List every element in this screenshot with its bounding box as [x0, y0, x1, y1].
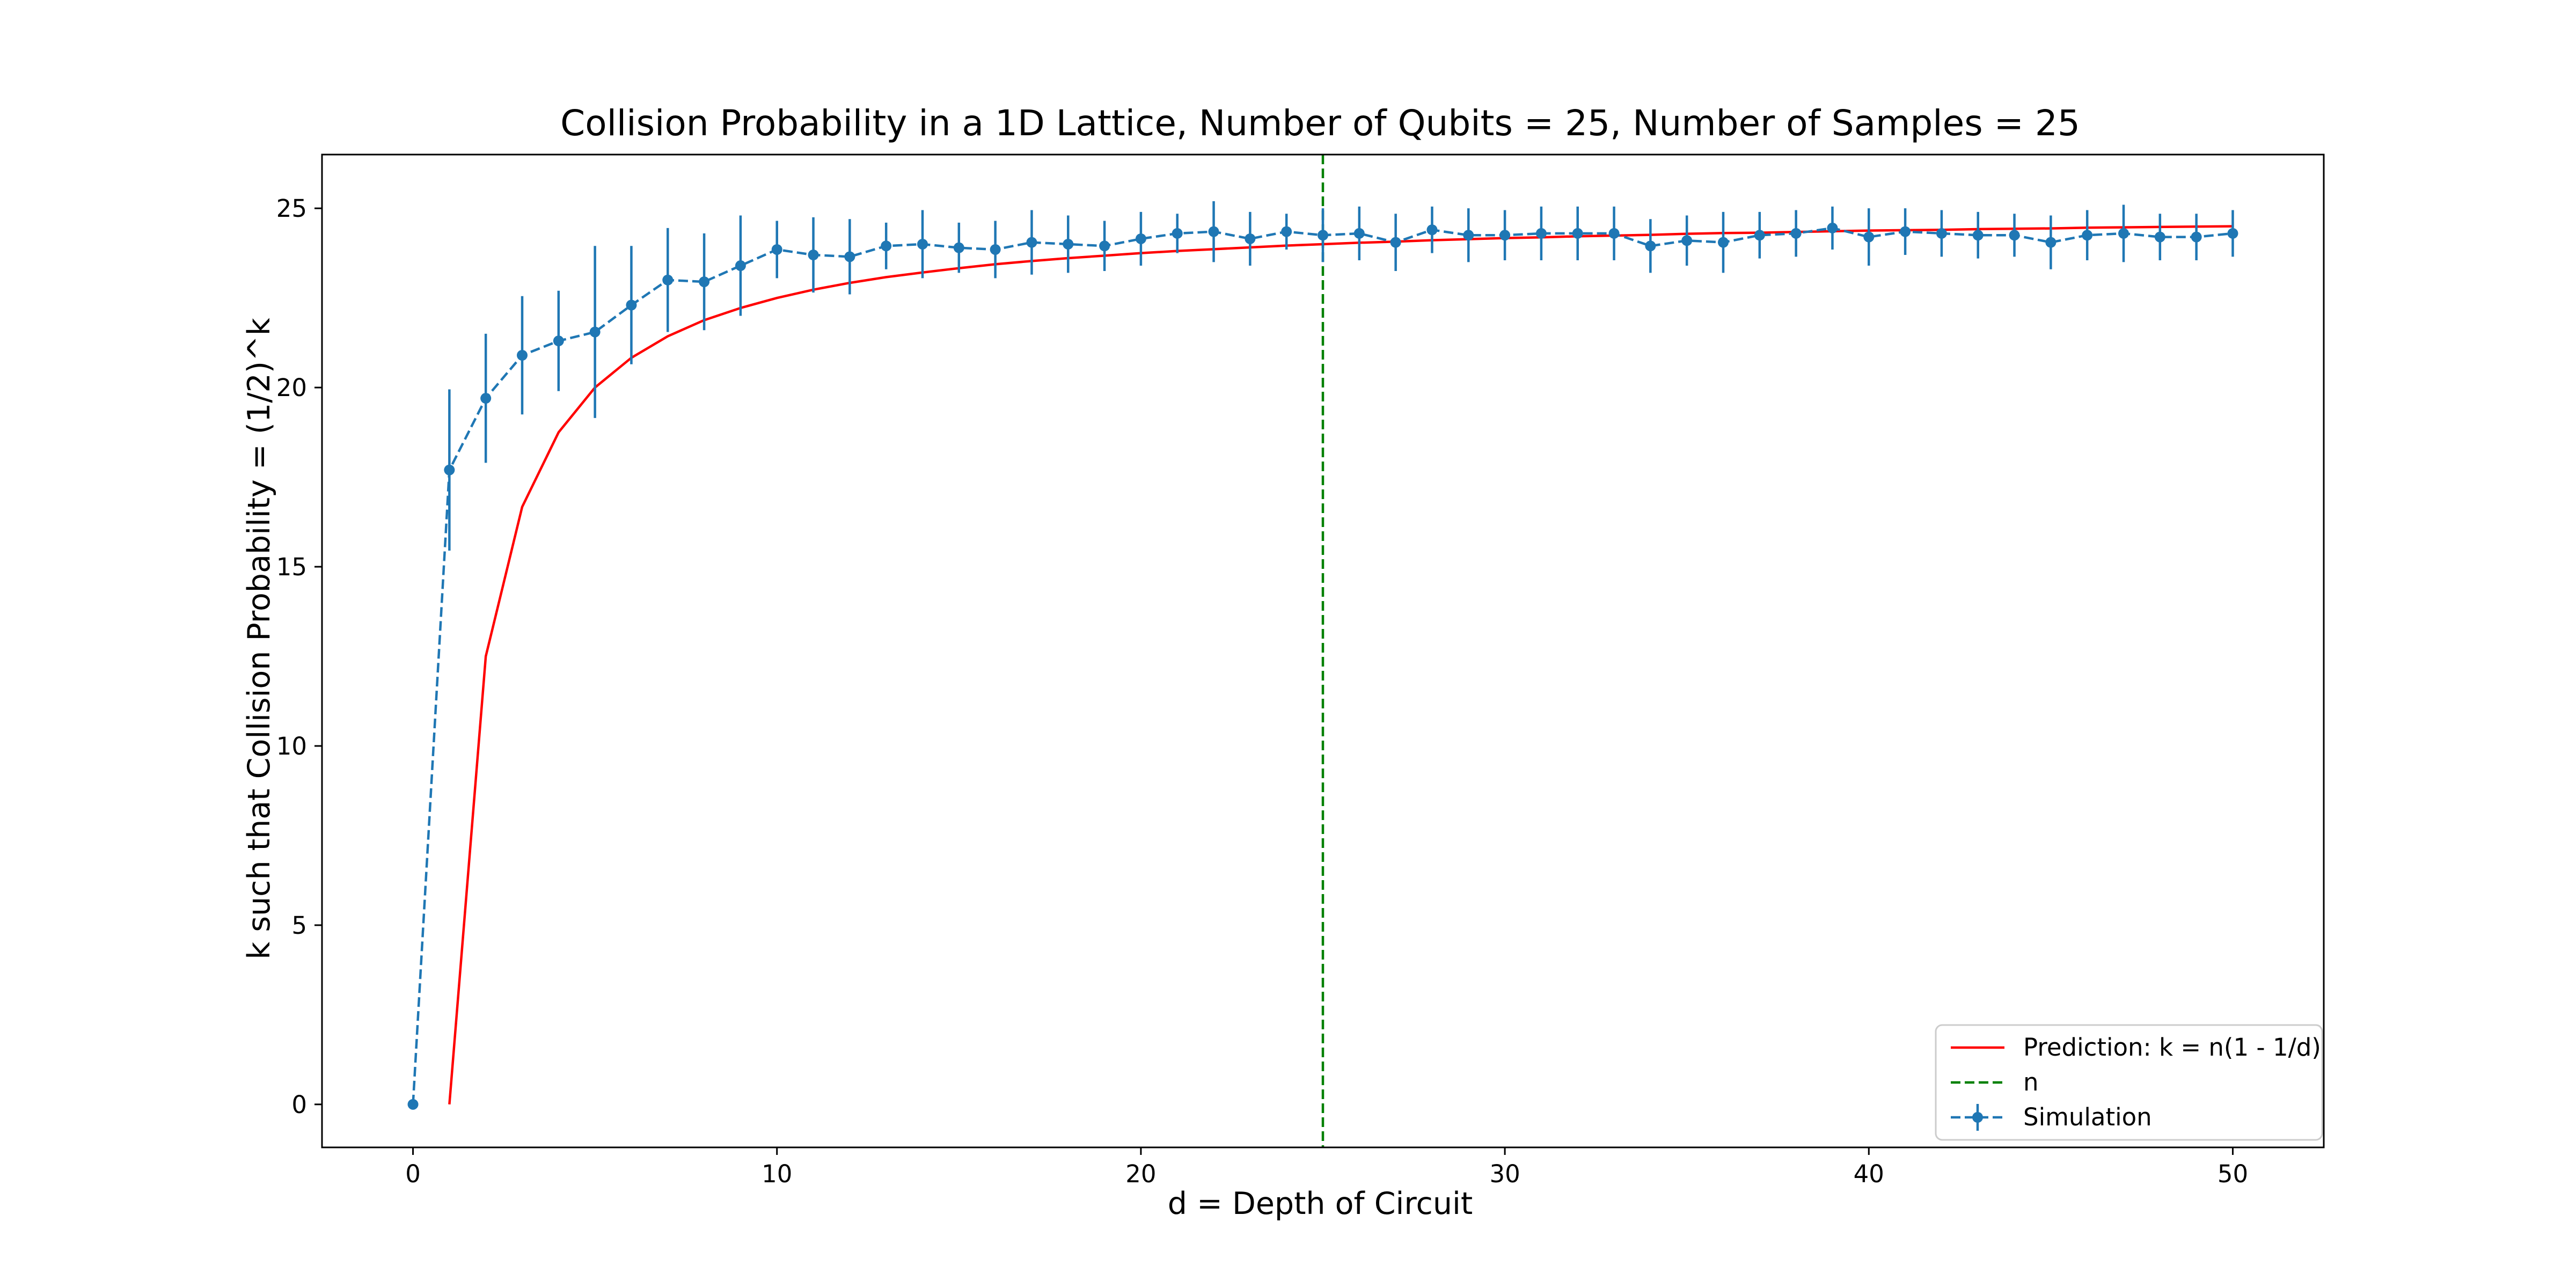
y-tick-label: 10 [276, 732, 307, 760]
x-tick-label: 0 [405, 1160, 421, 1188]
simulation-point [1936, 228, 1947, 239]
simulation-point [517, 350, 528, 361]
legend-prediction-label: Prediction: k = n(1 - 1/d) [2023, 1033, 2321, 1062]
simulation-point [1863, 231, 1875, 243]
simulation-point [2045, 237, 2057, 248]
simulation-point [1390, 237, 1401, 248]
x-tick-label: 40 [1854, 1160, 1884, 1188]
simulation-point [953, 242, 964, 253]
legend-simulation-marker [1972, 1112, 1983, 1123]
simulation-point [990, 244, 1001, 255]
simulation-point [808, 250, 819, 261]
simulation-point [699, 276, 710, 288]
simulation-point [1608, 228, 1620, 239]
simulation-point [1063, 238, 1074, 250]
simulation-point [1754, 230, 1765, 241]
simulation-point [1353, 228, 1365, 239]
axes: 0 10 20 30 40 50 0 5 10 15 20 25 [276, 153, 2325, 1188]
simulation-point [1645, 240, 1656, 252]
simulation-point [2154, 231, 2165, 243]
simulation-point [771, 244, 782, 255]
x-tick-label: 20 [1125, 1160, 1156, 1188]
simulation-point [1426, 224, 1438, 236]
simulation-point [1463, 230, 1474, 241]
simulation-point [1972, 230, 1984, 241]
simulation-point [1281, 226, 1292, 237]
x-tick-label: 10 [762, 1160, 792, 1188]
simulation-point [1681, 235, 1693, 246]
simulation-point [1318, 230, 1328, 241]
simulation-point [553, 335, 564, 347]
simulation-point [2009, 230, 2020, 241]
simulation-point [1499, 230, 1511, 241]
simulation-point [1245, 233, 1256, 244]
legend-frame [1935, 1024, 2323, 1141]
simulation-point [480, 393, 492, 404]
simulation-point [589, 326, 601, 338]
simulation-point [881, 240, 892, 252]
simulation-point [844, 251, 855, 262]
simulation-point [626, 299, 637, 311]
simulation-point [1790, 228, 1802, 239]
x-tick-label: 30 [1489, 1160, 1520, 1188]
simulation-point [1099, 240, 1110, 252]
simulation-point [1718, 237, 1729, 248]
legend: Prediction: k = n(1 - 1/d) n Simulation [1935, 1024, 2323, 1141]
simulation-point [2227, 228, 2238, 239]
simulation-point [1900, 226, 1911, 237]
simulation-point [1026, 237, 1037, 248]
y-axis-label: k such that Collision Probability = (1/2… [241, 318, 277, 960]
y-tick-label: 5 [291, 911, 307, 940]
simulation-point [1827, 222, 1838, 233]
legend-simulation-label: Simulation [2023, 1103, 2152, 1131]
axes-frame [321, 153, 2325, 1148]
simulation-point [407, 1099, 419, 1110]
y-tick-label: 15 [276, 553, 307, 581]
simulation-point [735, 260, 746, 272]
plot-area [407, 155, 2238, 1147]
simulation-point [1572, 228, 1583, 239]
simulation-point [662, 274, 674, 286]
simulation-point [2191, 231, 2202, 243]
simulation-point [2118, 228, 2129, 239]
simulation-point [917, 238, 928, 250]
simulation-point [1135, 233, 1146, 244]
simulation-point [1172, 228, 1183, 239]
x-axis-label: d = Depth of Circuit [1168, 1186, 1473, 1221]
simulation-point [444, 464, 455, 475]
simulation-point [1535, 228, 1547, 239]
x-tick-label: 50 [2218, 1160, 2248, 1188]
simulation-point [2082, 230, 2093, 241]
y-tick-label: 20 [276, 374, 307, 402]
y-tick-label: 0 [291, 1091, 307, 1119]
legend-n-label: n [2023, 1068, 2039, 1096]
prediction-line [448, 225, 2233, 1105]
chart-title: Collision Probability in a 1D Lattice, N… [560, 103, 2080, 144]
simulation-point [1208, 226, 1219, 237]
y-tick-label: 25 [276, 194, 307, 223]
